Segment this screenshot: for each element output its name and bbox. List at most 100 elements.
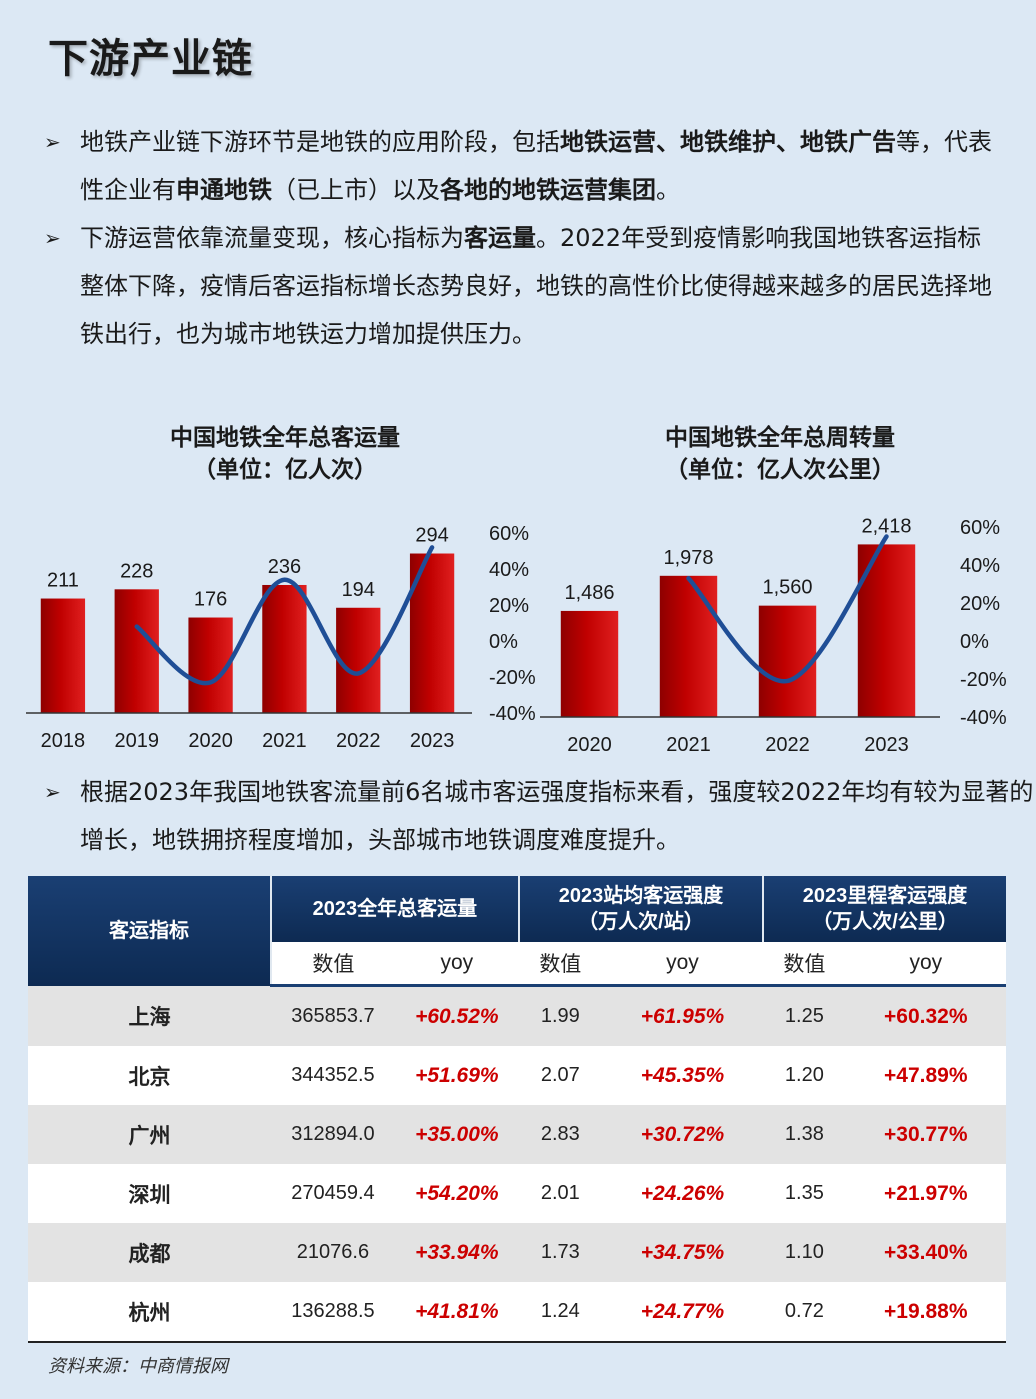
table-header-label: 客运指标 — [28, 876, 272, 986]
table-body: 上海 365853.7 +60.52% 1.99 +61.95% 1.25 +60.32% 北… — [28, 985, 1006, 1343]
bullet-item-1: ➢ 地铁产业链下游环节是地铁的应用阶段，包括地铁运营、地铁维护、地铁广告等，代表… — [44, 118, 994, 214]
table-cell-yoy: +30.72% — [601, 1105, 764, 1164]
table-cell-yoy: +33.40% — [845, 1223, 1006, 1282]
subheader-yoy-2: yoy — [601, 942, 764, 987]
chart-1-subtitle: （单位：亿人次） — [193, 456, 377, 483]
table-cell-yoy: +54.20% — [394, 1164, 519, 1223]
table-cell-yoy: +30.77% — [845, 1105, 1006, 1164]
x-tick-label: 2020 — [188, 730, 233, 752]
growth-rate-line — [134, 545, 435, 686]
bar — [758, 605, 817, 717]
table-row: 上海 365853.7 +60.52% 1.99 +61.95% 1.25 +60.32% — [28, 985, 1006, 1046]
bullet-1-bold-3: 各地的地铁运营集团 — [440, 176, 656, 204]
table-cell-value: 1.10 — [763, 1223, 846, 1282]
table-cell-yoy: +35.00% — [394, 1105, 519, 1164]
table-cell-value: 1.20 — [763, 1046, 846, 1105]
table-cell-value: 2.01 — [518, 1164, 602, 1223]
table-cell-yoy: +19.88% — [845, 1282, 1006, 1343]
table-cell-yoy: +33.94% — [394, 1223, 519, 1282]
table-cell-city: 杭州 — [28, 1282, 271, 1343]
chart-1-title: 中国地铁全年总客运量 — [170, 424, 400, 451]
bar-value-label: 1,560 — [762, 577, 812, 599]
bullet-1-bold-2: 申通地铁 — [176, 176, 272, 204]
x-tick-label: 2023 — [864, 734, 909, 756]
table-cell-value: 136288.5 — [271, 1282, 395, 1343]
table-cell-yoy: +24.77% — [601, 1282, 764, 1343]
chart-2-turnover-volume: 1,486 2020 1,978 2021 1,560 2022 2,418 2023 60% 4… — [540, 515, 1007, 756]
x-tick-label: 2022 — [765, 734, 810, 756]
bullet-1-text-3: （已上市）以及 — [272, 176, 440, 204]
table-cell-yoy: +60.32% — [845, 985, 1006, 1046]
bar-value-label: 294 — [415, 525, 448, 547]
table-cell-city: 北京 — [28, 1046, 271, 1105]
x-tick-label: 2020 — [567, 734, 612, 756]
bullet-1-text-2: 等，代表性企业有 — [80, 128, 992, 204]
y2-tick-label: 40% — [489, 559, 529, 581]
arrow-icon: ➢ — [44, 226, 61, 250]
arrow-icon: ➢ — [44, 130, 61, 154]
bullet-list: ➢ 地铁产业链下游环节是地铁的应用阶段，包括地铁运营、地铁维护、地铁广告等，代表… — [44, 118, 994, 358]
table-cell-value: 1.73 — [518, 1223, 602, 1282]
table-group-3: 2023里程客运强度 （万人次/公里） — [763, 876, 1006, 942]
table-group-1: 2023全年总客运量 — [271, 876, 520, 942]
table-cell-yoy: +41.81% — [394, 1282, 519, 1343]
bullet-item-2: ➢ 下游运营依靠流量变现，核心指标为客运量。2022年受到疫情影响我国地铁客运指… — [44, 214, 994, 358]
table-group-2-line-1: 2023站均客运强度 — [558, 885, 724, 907]
table-cell-yoy: +24.26% — [601, 1164, 764, 1223]
x-tick-label: 2018 — [41, 730, 86, 752]
table-group-3-line-2: （万人次/公里） — [812, 911, 958, 933]
bullet-2-bold: 客运量 — [464, 224, 536, 252]
table-cell-yoy: +45.35% — [601, 1046, 764, 1105]
bar-value-label: 194 — [342, 579, 375, 601]
subheader-value-3: 数值 — [763, 942, 846, 987]
bar — [560, 610, 619, 717]
table-group-2: 2023站均客运强度 （万人次/站） — [518, 876, 765, 942]
y2-tick-label: 20% — [960, 593, 1000, 615]
table-cell-value: 2.07 — [518, 1046, 602, 1105]
bar — [40, 598, 86, 713]
bullet-2-text-2: 。2022年受到疫情影响我国地铁客运指标整体下降，疫情后客运指标增长态势良好，地… — [80, 224, 992, 348]
bullet-1-bold-1: 地铁运营、地铁维护、地铁广告 — [560, 128, 896, 156]
table-cell-value: 365853.7 — [271, 985, 395, 1046]
bar — [659, 575, 718, 717]
table-cell-yoy: +47.89% — [845, 1046, 1006, 1105]
x-tick-label: 2022 — [336, 730, 381, 752]
bar-value-label: 1,486 — [564, 582, 614, 604]
y2-tick-label: 60% — [960, 517, 1000, 539]
table-cell-yoy: +21.97% — [845, 1164, 1006, 1223]
bar-value-label: 236 — [268, 556, 301, 578]
bar-value-label: 211 — [47, 570, 79, 592]
bar-value-label: 1,978 — [663, 547, 713, 569]
subheader-value-1: 数值 — [271, 942, 395, 987]
bar-value-label: 176 — [194, 589, 227, 611]
x-tick-label: 2019 — [115, 730, 160, 752]
table-cell-value: 21076.6 — [271, 1223, 395, 1282]
y2-tick-label: 40% — [960, 555, 1000, 577]
bullet-3-text: 根据2023年我国地铁客流量前6名城市客运强度指标来看，强度较2022年均有较为… — [80, 778, 1034, 854]
y2-tick-label: 20% — [489, 595, 529, 617]
table-group-2-line-2: （万人次/站） — [578, 911, 704, 933]
growth-rate-line — [686, 534, 889, 684]
y2-tick-label: 0% — [489, 631, 518, 653]
y2-tick-label: -20% — [489, 667, 536, 689]
x-tick-label: 2021 — [666, 734, 711, 756]
y2-tick-label: -20% — [960, 669, 1007, 691]
table-cell-value: 0.72 — [763, 1282, 846, 1343]
table-cell-city: 成都 — [28, 1223, 271, 1282]
table-cell-value: 344352.5 — [271, 1046, 395, 1105]
bullet-item-3: ➢ 根据2023年我国地铁客流量前6名城市客运强度指标来看，强度较2022年均有… — [44, 768, 1036, 864]
table-row: 成都 21076.6 +33.94% 1.73 +34.75% 1.10 +33.40% — [28, 1223, 1006, 1282]
table-cell-value: 270459.4 — [271, 1164, 395, 1223]
arrow-icon: ➢ — [44, 780, 61, 804]
table-cell-value: 1.99 — [518, 985, 602, 1046]
subheader-yoy-3: yoy — [845, 942, 1006, 987]
table-cell-value: 1.24 — [518, 1282, 602, 1343]
x-tick-label: 2023 — [410, 730, 455, 752]
chart-1-passenger-volume: 211 2018 228 2019 176 2020 236 2021 194 2022 294 20… — [26, 523, 536, 752]
table-row: 广州 312894.0 +35.00% 2.83 +30.72% 1.38 +30.77% — [28, 1105, 1006, 1164]
table-row: 北京 344352.5 +51.69% 2.07 +45.35% 1.20 +47.89% — [28, 1046, 1006, 1105]
table-row: 杭州 136288.5 +41.81% 1.24 +24.77% 0.72 +19.88% — [28, 1282, 1006, 1343]
table-cell-city: 上海 — [28, 985, 271, 1046]
bullet-1-text: 地铁产业链下游环节是地铁的应用阶段，包括 — [80, 128, 560, 156]
city-metrics-table: 客运指标 2023全年总客运量 2023站均客运强度 （万人次/站） 2023里… — [28, 876, 1006, 1343]
